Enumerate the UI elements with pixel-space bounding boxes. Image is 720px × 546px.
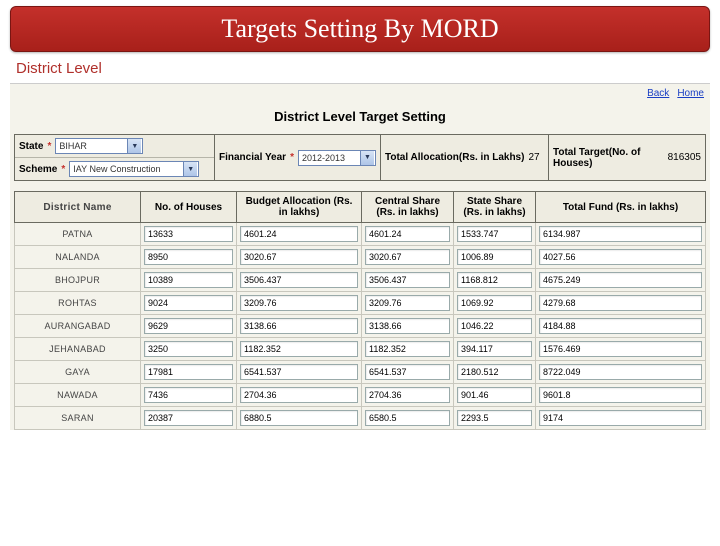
state-input[interactable]: 394.117 [457, 341, 532, 357]
col-state: State Share (Rs. in lakhs) [454, 192, 536, 222]
cell-district: GAYA [15, 361, 141, 383]
budget-input[interactable]: 6880.5 [240, 410, 358, 426]
chevron-down-icon: ▼ [360, 151, 374, 165]
target-label: Total Target(No. of Houses) [553, 147, 664, 169]
houses-input[interactable]: 9024 [144, 295, 233, 311]
cell-district: NALANDA [15, 246, 141, 268]
cell-district: AURANGABAD [15, 315, 141, 337]
houses-input[interactable]: 20387 [144, 410, 233, 426]
budget-input[interactable]: 3506.437 [240, 272, 358, 288]
total-input[interactable]: 6134.987 [539, 226, 702, 242]
home-link[interactable]: Home [677, 88, 704, 99]
scheme-label: Scheme [19, 164, 57, 175]
budget-input[interactable]: 3209.76 [240, 295, 358, 311]
inner-title: District Level Target Setting [10, 103, 710, 134]
central-input[interactable]: 1182.352 [365, 341, 450, 357]
table-row: PATNA13633 4601.24 4601.24 1533.747 6134.987 [14, 223, 706, 246]
table-row: SARAN20387 6880.5 6580.5 2293.5 9174 [14, 407, 706, 430]
table-row: GAYA17981 6541.537 6541.537 2180.512 8722.04… [14, 361, 706, 384]
col-budget: Budget Allocation (Rs. in lakhs) [237, 192, 362, 222]
central-input[interactable]: 2704.36 [365, 387, 450, 403]
total-input[interactable]: 4279.68 [539, 295, 702, 311]
houses-input[interactable]: 7436 [144, 387, 233, 403]
state-input[interactable]: 1006.89 [457, 249, 532, 265]
controls-bar: State * BIHAR ▼ Scheme * IAY New Constru… [14, 134, 706, 181]
state-input[interactable]: 1069.92 [457, 295, 532, 311]
title-banner: Targets Setting By MORD [10, 6, 710, 52]
central-input[interactable]: 3138.66 [365, 318, 450, 334]
total-input[interactable]: 4675.249 [539, 272, 702, 288]
state-input[interactable]: 2180.512 [457, 364, 532, 380]
cell-district: NAWADA [15, 384, 141, 406]
central-input[interactable]: 6580.5 [365, 410, 450, 426]
state-input[interactable]: 901.46 [457, 387, 532, 403]
houses-input[interactable]: 17981 [144, 364, 233, 380]
state-input[interactable]: 1168.812 [457, 272, 532, 288]
scheme-value: IAY New Construction [73, 164, 160, 174]
col-total: Total Fund (Rs. in lakhs) [536, 192, 705, 222]
col-houses: No. of Houses [141, 192, 237, 222]
state-value: BIHAR [59, 141, 87, 151]
required-star: * [61, 164, 65, 175]
houses-input[interactable]: 8950 [144, 249, 233, 265]
table-row: NALANDA8950 3020.67 3020.67 1006.89 4027.56 [14, 246, 706, 269]
fy-select[interactable]: 2012-2013 ▼ [298, 150, 376, 166]
scheme-select[interactable]: IAY New Construction ▼ [69, 161, 199, 177]
top-links: Back Home [10, 84, 710, 103]
state-label: State [19, 141, 43, 152]
central-input[interactable]: 4601.24 [365, 226, 450, 242]
app-frame: Back Home District Level Target Setting … [10, 83, 710, 430]
budget-input[interactable]: 6541.537 [240, 364, 358, 380]
cell-district: ROHTAS [15, 292, 141, 314]
data-table: District Name No. of Houses Budget Alloc… [14, 191, 706, 430]
total-input[interactable]: 9174 [539, 410, 702, 426]
total-input[interactable]: 4027.56 [539, 249, 702, 265]
cell-district: SARAN [15, 407, 141, 429]
table-row: AURANGABAD9629 3138.66 3138.66 1046.22 4184.… [14, 315, 706, 338]
central-input[interactable]: 3209.76 [365, 295, 450, 311]
state-input[interactable]: 1533.747 [457, 226, 532, 242]
cell-district: JEHANABAD [15, 338, 141, 360]
houses-input[interactable]: 13633 [144, 226, 233, 242]
fy-value: 2012-2013 [302, 153, 345, 163]
alloc-value: 27 [528, 152, 539, 163]
houses-input[interactable]: 3250 [144, 341, 233, 357]
budget-input[interactable]: 3020.67 [240, 249, 358, 265]
required-star: * [47, 141, 51, 152]
back-link[interactable]: Back [647, 88, 669, 99]
table-row: ROHTAS9024 3209.76 3209.76 1069.92 4279.68 [14, 292, 706, 315]
state-input[interactable]: 1046.22 [457, 318, 532, 334]
budget-input[interactable]: 1182.352 [240, 341, 358, 357]
table-row: NAWADA7436 2704.36 2704.36 901.46 9601.8 [14, 384, 706, 407]
subtitle: District Level [16, 60, 720, 77]
total-input[interactable]: 4184.88 [539, 318, 702, 334]
alloc-label: Total Allocation(Rs. in Lakhs) [385, 152, 524, 163]
fy-label: Financial Year [219, 152, 286, 163]
chevron-down-icon: ▼ [127, 139, 141, 153]
budget-input[interactable]: 4601.24 [240, 226, 358, 242]
total-input[interactable]: 9601.8 [539, 387, 702, 403]
target-value: 816305 [668, 152, 701, 163]
houses-input[interactable]: 10389 [144, 272, 233, 288]
table-row: BHOJPUR10389 3506.437 3506.437 1168.812 4675… [14, 269, 706, 292]
title-text: Targets Setting By MORD [221, 14, 498, 44]
total-input[interactable]: 8722.049 [539, 364, 702, 380]
chevron-down-icon: ▼ [183, 162, 197, 176]
cell-district: BHOJPUR [15, 269, 141, 291]
central-input[interactable]: 6541.537 [365, 364, 450, 380]
state-select[interactable]: BIHAR ▼ [55, 138, 143, 154]
houses-input[interactable]: 9629 [144, 318, 233, 334]
state-input[interactable]: 2293.5 [457, 410, 532, 426]
budget-input[interactable]: 3138.66 [240, 318, 358, 334]
required-star: * [290, 152, 294, 163]
central-input[interactable]: 3506.437 [365, 272, 450, 288]
total-input[interactable]: 1576.469 [539, 341, 702, 357]
col-district: District Name [15, 192, 141, 222]
cell-district: PATNA [15, 223, 141, 245]
table-row: JEHANABAD3250 1182.352 1182.352 394.117 1576… [14, 338, 706, 361]
table-header: District Name No. of Houses Budget Alloc… [14, 191, 706, 223]
budget-input[interactable]: 2704.36 [240, 387, 358, 403]
central-input[interactable]: 3020.67 [365, 249, 450, 265]
col-central: Central Share (Rs. in lakhs) [362, 192, 454, 222]
